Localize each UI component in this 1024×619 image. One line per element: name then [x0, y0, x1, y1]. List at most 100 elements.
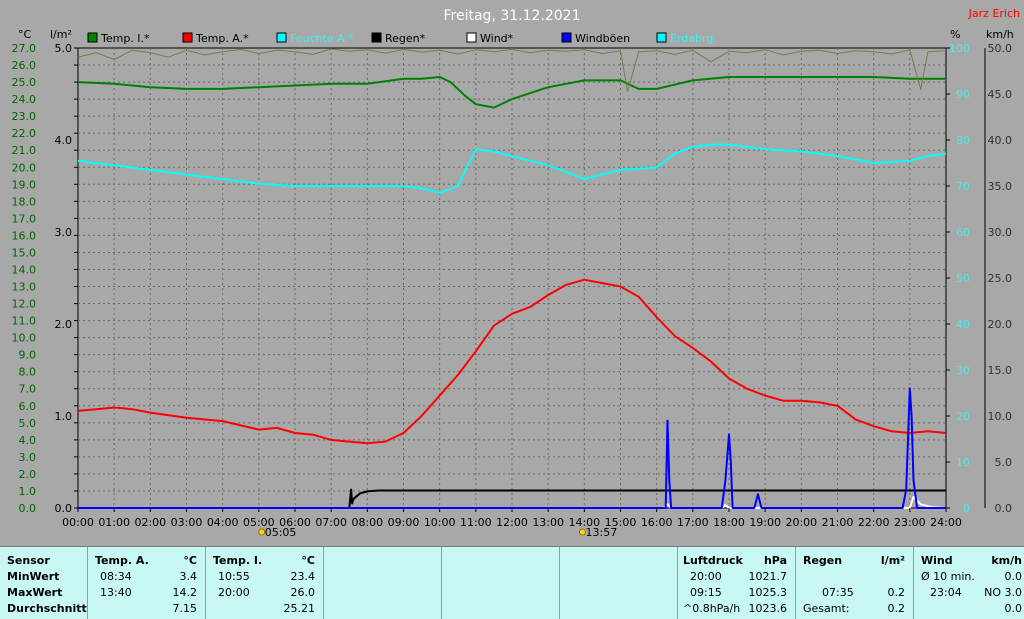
temp-i-min-time: 10:55 [218, 570, 250, 583]
temp-i-max-value: 26.0 [290, 586, 316, 599]
grid-lines [78, 48, 946, 508]
x-tick-label: 00:00 [62, 516, 94, 529]
x-tick-label: 12:00 [496, 516, 528, 529]
x-tick-label: 03:00 [171, 516, 203, 529]
temp-a-unit: °C [183, 554, 197, 567]
sun-icon [258, 528, 266, 536]
stats-empty-column-3 [560, 547, 678, 619]
series-line-erdabrg [77, 48, 947, 93]
temp-tick-label: 5.0 [19, 417, 37, 430]
sun-icon [579, 528, 586, 536]
rain-tick-label: 1.0 [55, 410, 73, 423]
wind-avg-label: Ø 10 min. [921, 570, 975, 583]
legend-label: Erdabrg. [670, 32, 717, 45]
wind-axis-unit: km/h [986, 28, 1014, 41]
legend-swatch [276, 32, 287, 43]
x-tick-label: 18:00 [713, 516, 745, 529]
temp-tick-label: 19.0 [12, 178, 37, 191]
sun-marker-label: 05:05 [265, 526, 297, 539]
humidity-tick-label: 0 [963, 502, 970, 515]
axes: 00:00 01:00 02:00 03:00 04:00 05:00 06:00 07:00… [12, 42, 1013, 539]
regen-max-time: 07:35 [822, 586, 854, 599]
temp-i-header: Temp. I. [213, 554, 263, 567]
x-tick-label: 04:00 [207, 516, 239, 529]
rain-tick-label: 2.0 [55, 318, 73, 331]
temp-i-average: 25.21 [283, 602, 316, 615]
temp-tick-label: 21.0 [12, 144, 37, 157]
luftdruck-max-time: 09:15 [690, 586, 722, 599]
temp-tick-label: 16.0 [12, 229, 37, 242]
x-tick-label: 24:00 [930, 516, 962, 529]
rain-tick-label: 3.0 [55, 226, 73, 239]
temp-tick-label: 17.0 [12, 212, 37, 225]
luftdruck-max-value: 1025.3 [748, 586, 788, 599]
x-tick-label: 02:00 [134, 516, 166, 529]
wind-header: Wind [921, 554, 953, 567]
temp-tick-label: 0.0 [19, 502, 37, 515]
wind-tick-label: 25.0 [988, 272, 1013, 285]
regen-header: Regen [803, 554, 843, 567]
wind-tick-label: 50.0 [988, 42, 1013, 55]
temp-a-min-value: 3.4 [179, 570, 198, 583]
x-tick-label: 19:00 [749, 516, 781, 529]
regen-unit: l/m² [880, 554, 905, 567]
x-tick-label: 07:00 [315, 516, 347, 529]
row-label-min: MinWert [7, 570, 60, 583]
stats-temp-a-column: Temp. A. °C 08:34 3.4 13:40 14.2 7.15 [88, 547, 206, 619]
stats-panel: Sensor MinWert MaxWert Durchschnitt Temp… [0, 546, 1024, 619]
weather-chart: Freitag, 31.12.2021 Jarz Erich °C l/m² %… [12, 7, 1021, 539]
wind-tick-label: 20.0 [988, 318, 1013, 331]
temp-tick-label: 1.0 [19, 485, 37, 498]
x-tick-label: 14:00 [568, 516, 600, 529]
regen-total-value: 0.2 [887, 602, 906, 615]
humidity-tick-label: 100 [949, 42, 970, 55]
x-tick-label: 10:00 [424, 516, 456, 529]
wind-tick-label: 5.0 [995, 456, 1013, 469]
stats-regen-column: Regen l/m² 07:35 0.2 Gesamt: 0.2 [796, 547, 914, 619]
temp-i-min-value: 23.4 [290, 570, 316, 583]
humidity-tick-label: 50 [956, 272, 970, 285]
temp-tick-label: 9.0 [19, 349, 37, 362]
temp-tick-label: 3.0 [19, 451, 37, 464]
stats-empty-column-1 [324, 547, 442, 619]
temp-tick-label: 11.0 [12, 315, 37, 328]
wind-tick-label: 10.0 [988, 410, 1013, 423]
temp-tick-label: 15.0 [12, 246, 37, 259]
humidity-axis-unit: % [950, 28, 960, 41]
temp-tick-label: 22.0 [12, 127, 37, 140]
humidity-tick-label: 70 [956, 180, 970, 193]
humidity-tick-label: 80 [956, 134, 970, 147]
x-tick-label: 06:00 [279, 516, 311, 529]
stats-empty-column-2 [442, 547, 560, 619]
x-tick-label: 08:00 [351, 516, 383, 529]
series-line-temp-a [77, 278, 947, 445]
x-tick-label: 17:00 [677, 516, 709, 529]
humidity-tick-label: 40 [956, 318, 970, 331]
x-tick-label: 22:00 [858, 516, 890, 529]
wind-tick-label: 15.0 [988, 364, 1013, 377]
wind-max-time: 23:04 [930, 586, 962, 599]
x-tick-label: 09:00 [388, 516, 420, 529]
legend-swatch [87, 32, 98, 43]
wind-tick-label: 0.0 [995, 502, 1013, 515]
temp-tick-label: 14.0 [12, 263, 37, 276]
temp-a-max-value: 14.2 [172, 586, 198, 599]
temp-tick-label: 4.0 [19, 434, 37, 447]
row-label-avg: Durchschnitt [7, 602, 87, 615]
wind-tick-label: 40.0 [988, 134, 1013, 147]
x-tick-label: 23:00 [894, 516, 926, 529]
series-line-regen [78, 488, 946, 509]
luftdruck-average: 1023.6 [748, 602, 788, 615]
row-label-max: MaxWert [7, 586, 63, 599]
humidity-tick-label: 60 [956, 226, 970, 239]
x-tick-label: 05:00 [243, 516, 275, 529]
legend-label: Temp. A.* [195, 32, 249, 45]
temp-axis-unit: °C [18, 28, 32, 41]
series-line-windb-en [78, 387, 946, 509]
humidity-tick-label: 90 [956, 88, 970, 101]
legend-label: Temp. I.* [100, 32, 150, 45]
wind-max-value: NO 3.0 [984, 586, 1022, 599]
temp-tick-label: 8.0 [19, 366, 37, 379]
stats-wind-column: Wind km/h Ø 10 min. 0.0 23:04 NO 3.0 0.0 [914, 547, 1024, 619]
temp-i-max-time: 20:00 [218, 586, 250, 599]
